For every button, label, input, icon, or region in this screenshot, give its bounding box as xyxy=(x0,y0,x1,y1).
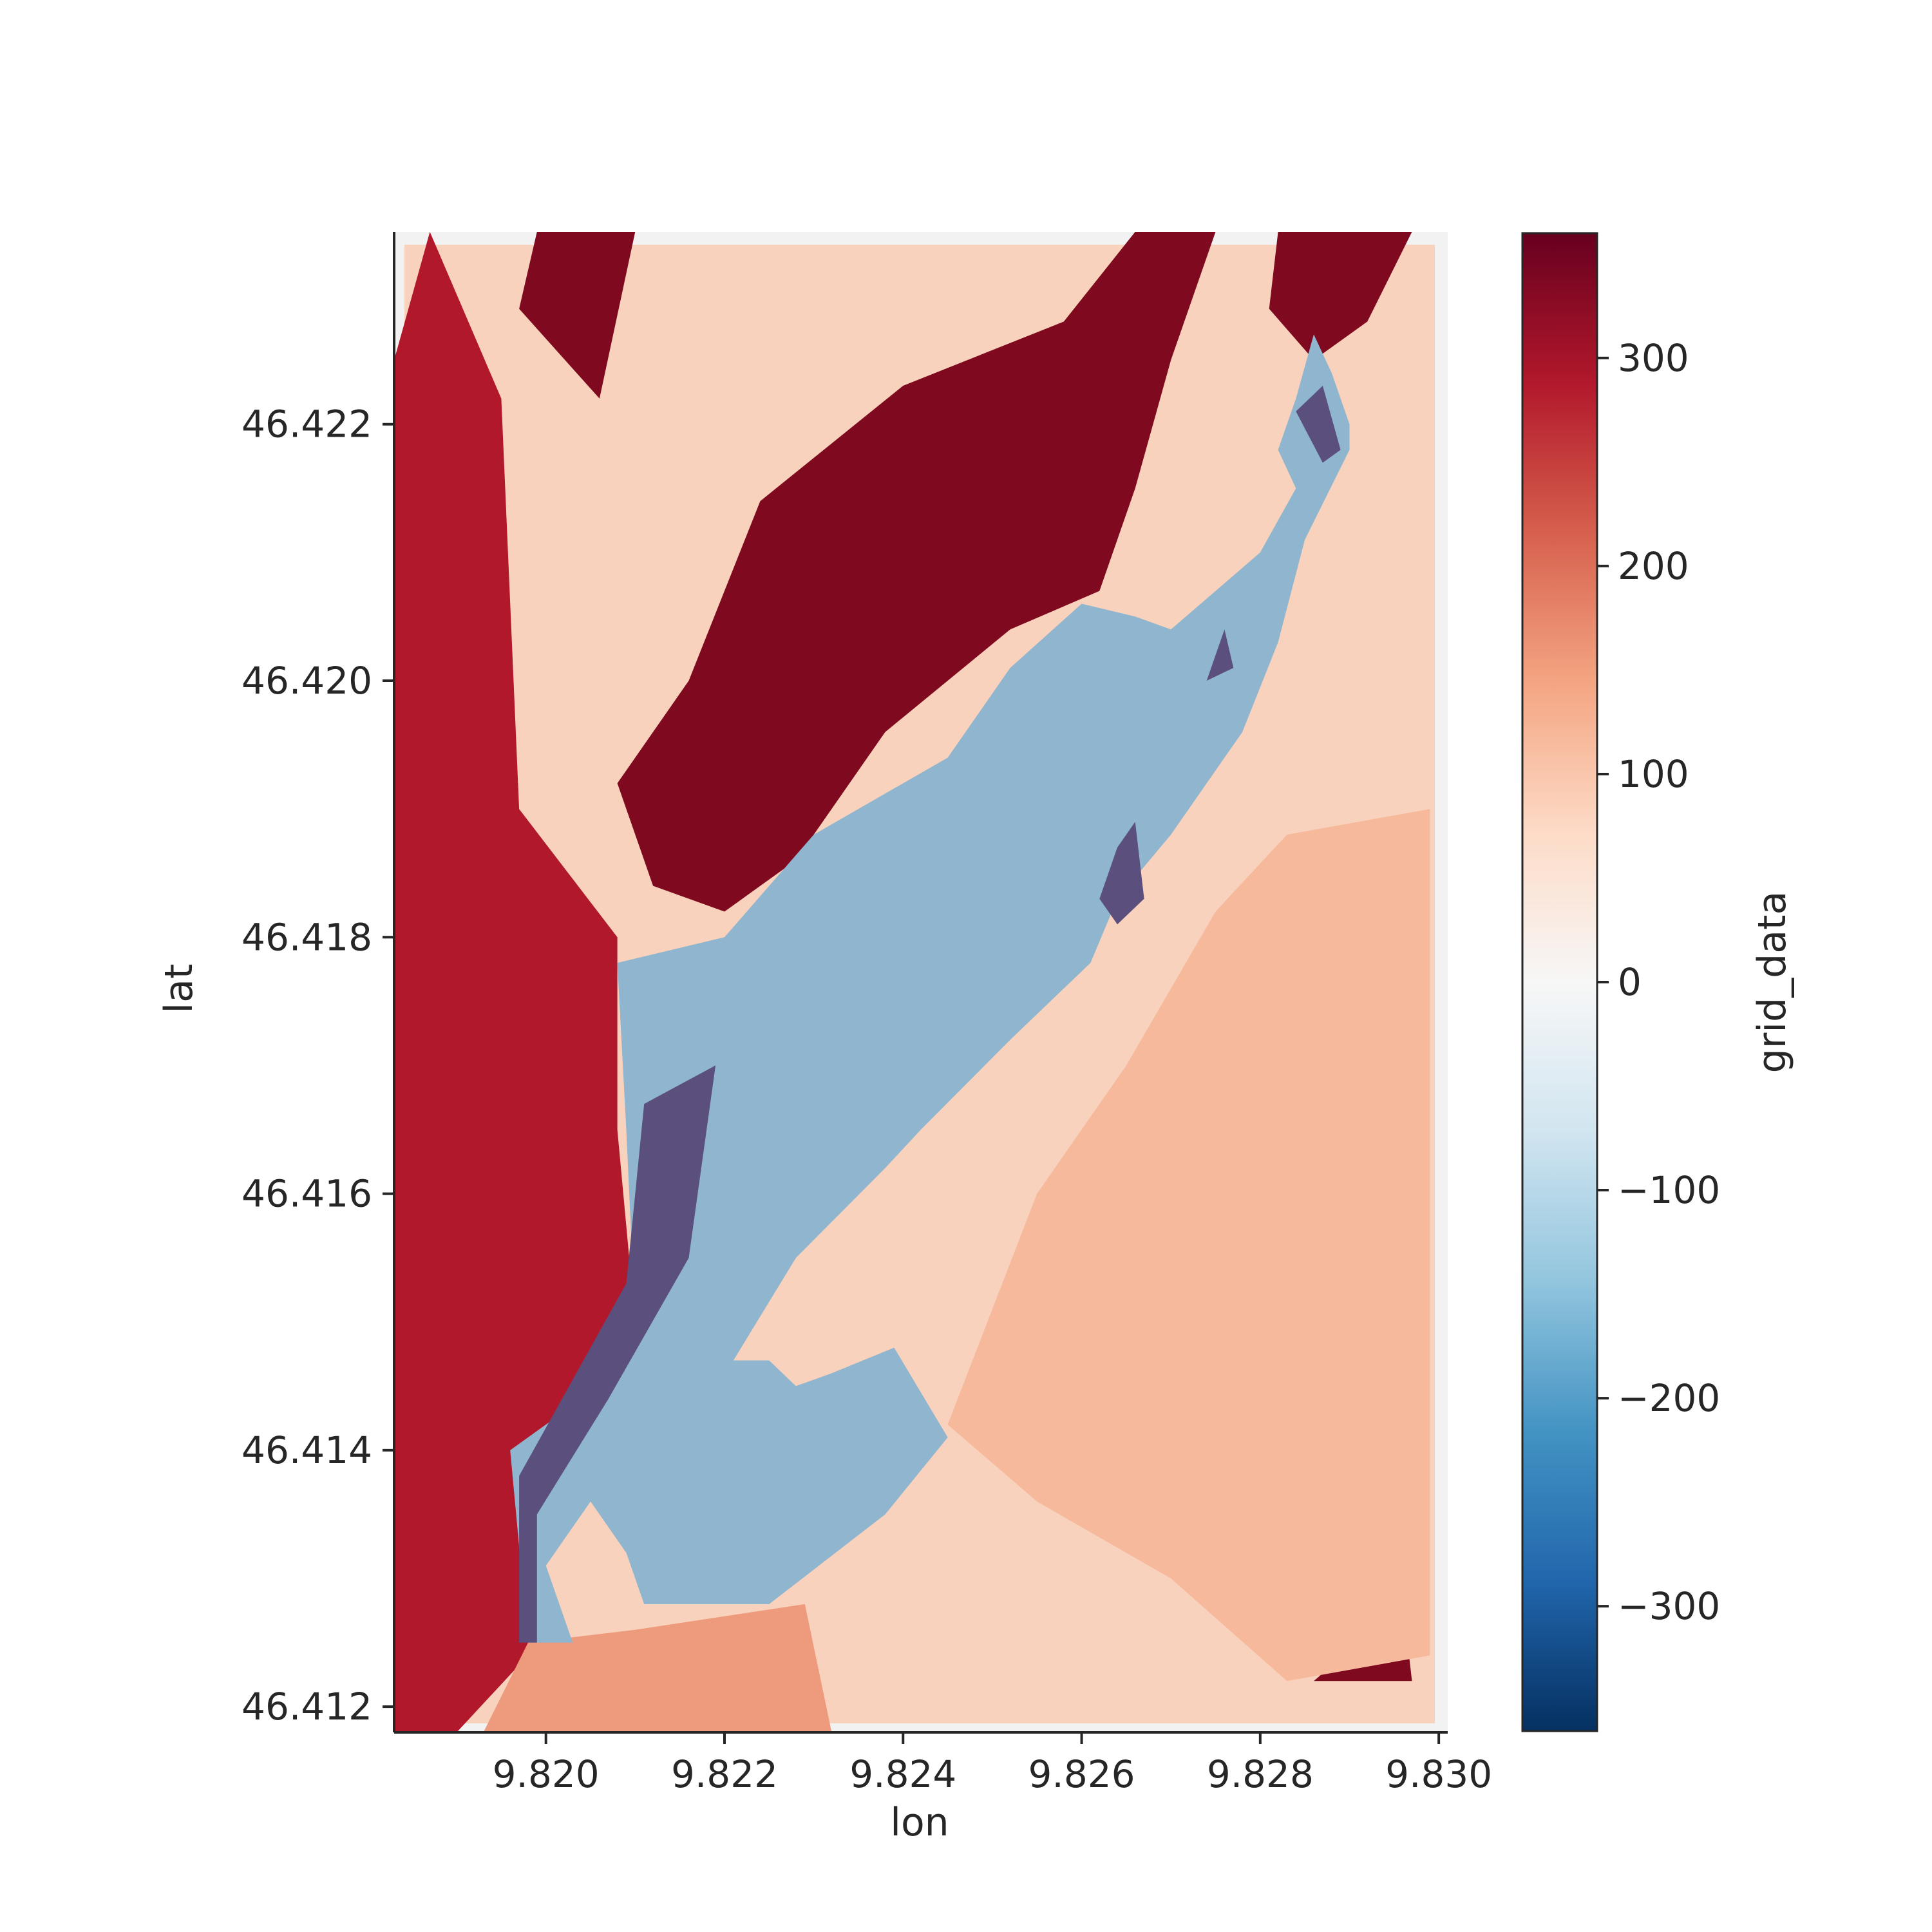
region-northeast-ridge xyxy=(1269,232,1412,361)
x-axis-ticks: 9.820 9.822 9.824 9.826 9.828 9.830 xyxy=(493,1732,1492,1796)
region-deep-basin xyxy=(1099,822,1144,925)
region-southern-slope xyxy=(483,1604,832,1732)
region-lake xyxy=(510,334,1350,1643)
x-tick-label: 9.824 xyxy=(849,1752,956,1796)
y-tick-label: 46.414 xyxy=(242,1428,372,1472)
colorbar-ticks: 300 200 100 0 −100 −200 −300 xyxy=(1597,336,1720,1628)
x-tick-label: 9.828 xyxy=(1207,1752,1314,1796)
x-tick-label: 9.822 xyxy=(671,1752,778,1796)
y-axis-label: lat xyxy=(156,964,202,1014)
colorbar-tick-label: −300 xyxy=(1618,1584,1720,1628)
colorbar-tick-label: −200 xyxy=(1618,1376,1720,1420)
x-tick-label: 9.830 xyxy=(1385,1752,1492,1796)
region-northern-ridge xyxy=(617,232,1216,912)
colorbar-tick-label: 300 xyxy=(1618,336,1689,380)
x-tick-label: 9.826 xyxy=(1028,1752,1135,1796)
y-tick-label: 46.420 xyxy=(242,659,372,703)
region-eastern-slope xyxy=(947,809,1430,1681)
plot-area xyxy=(394,232,1448,1732)
x-tick-label: 9.820 xyxy=(493,1752,600,1796)
colorbar-tick-label: −100 xyxy=(1618,1168,1720,1212)
x-axis-label: lon xyxy=(890,1800,949,1845)
region-deep-basin xyxy=(1206,629,1234,681)
region-western-slope xyxy=(394,232,636,1732)
region-northern-ridge xyxy=(519,232,636,399)
heatmap-regions xyxy=(394,232,1430,1732)
region-deep-basin xyxy=(519,1065,716,1643)
colorbar-tick-label: 100 xyxy=(1618,752,1689,796)
y-tick-label: 46.422 xyxy=(242,402,372,446)
y-tick-label: 46.412 xyxy=(242,1685,372,1728)
colorbar-label: grid_data xyxy=(1750,891,1795,1074)
colorbar-tick-label: 200 xyxy=(1618,544,1689,588)
colorbar-tick-label: 0 xyxy=(1618,960,1642,1004)
y-axis-ticks: 46.412 46.414 46.416 46.418 46.420 46.422 xyxy=(242,402,394,1728)
region-deep-basin xyxy=(1296,386,1341,463)
colorbar-gradient xyxy=(1521,232,1598,1732)
y-tick-label: 46.418 xyxy=(242,915,372,959)
y-tick-label: 46.416 xyxy=(242,1172,372,1216)
colorbar: 300 200 100 0 −100 −200 −300 grid_data xyxy=(1521,232,1795,1732)
